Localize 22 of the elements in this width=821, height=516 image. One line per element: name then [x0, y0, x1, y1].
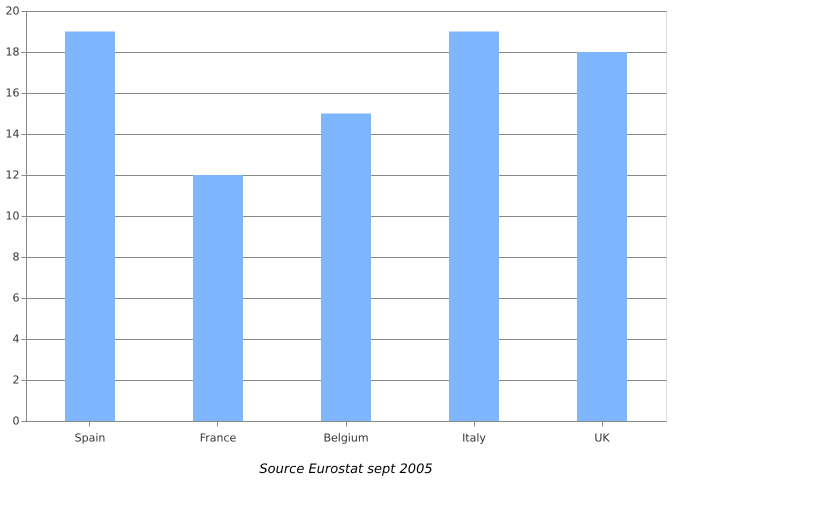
bar — [577, 52, 627, 421]
y-tick-label: 2 — [12, 374, 20, 386]
y-tick-label: 14 — [6, 128, 20, 140]
y-tick-label: 16 — [6, 86, 20, 100]
bar — [65, 32, 115, 421]
x-tick-label: Belgium — [323, 432, 369, 444]
x-tick-label: Spain — [74, 432, 106, 444]
x-tick-label: UK — [594, 432, 610, 444]
bar — [321, 114, 371, 421]
y-tick-label: 0 — [12, 414, 20, 428]
x-tick-label: France — [200, 432, 237, 444]
y-tick-label: 6 — [12, 292, 20, 304]
y-tick-label: 20 — [6, 4, 20, 18]
y-tick-label: 8 — [12, 250, 20, 264]
y-tick-label: 12 — [6, 168, 20, 182]
y-tick-label: 18 — [6, 46, 20, 58]
y-tick-label: 4 — [12, 332, 20, 346]
y-tick-label: 10 — [6, 210, 20, 222]
x-tick-label: Italy — [462, 432, 486, 444]
source-note: Source Eurostat sept 2005 — [259, 462, 433, 477]
bar — [193, 175, 243, 421]
bar — [449, 32, 499, 421]
